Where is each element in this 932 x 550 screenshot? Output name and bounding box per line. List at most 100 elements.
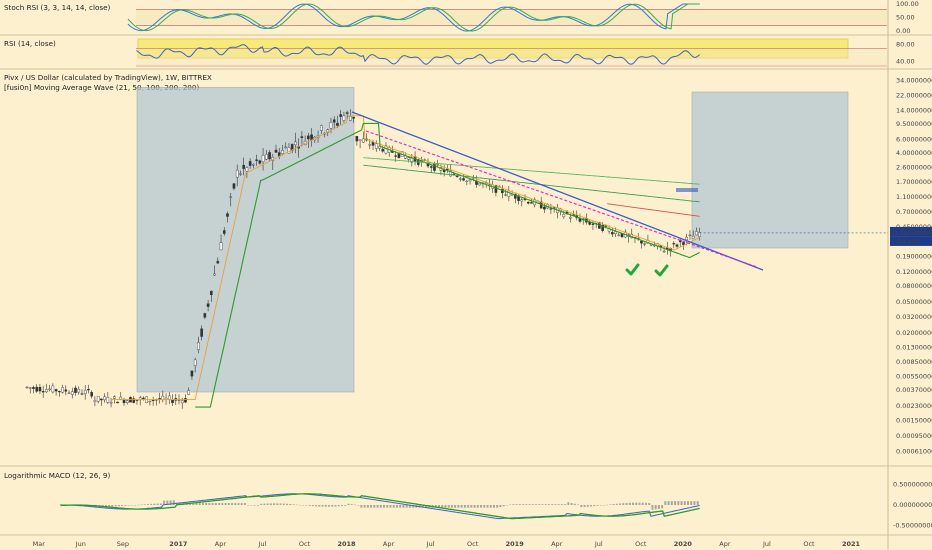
last-price-value: 0.38048999	[893, 229, 932, 237]
candle-up	[691, 236, 695, 239]
candle-up	[51, 385, 55, 393]
candle-up	[45, 389, 48, 393]
candle-up	[378, 145, 381, 149]
rsi-y-tick: 40.00	[896, 58, 915, 66]
stoch-rsi-title: Stoch RSI (3, 3, 14, 14, close)	[4, 3, 111, 12]
macd-histogram-bar	[657, 505, 660, 509]
candle-down	[210, 290, 213, 295]
candle-down	[300, 136, 304, 138]
candle-up	[329, 122, 333, 129]
time-axis-tick: Sep	[117, 540, 129, 548]
candle-up	[48, 388, 51, 391]
candle-up	[219, 242, 223, 251]
macd-histogram-bar	[405, 505, 408, 508]
candle-down	[255, 159, 258, 161]
macd-histogram-bar	[214, 503, 217, 505]
macd-histogram-bar	[114, 505, 117, 507]
candle-up	[235, 169, 239, 178]
candle-down	[332, 119, 336, 123]
macd-histogram-bar	[350, 504, 353, 505]
macd-histogram-bar	[282, 503, 285, 505]
macd-histogram-bar	[625, 502, 628, 505]
macd-histogram-bar	[188, 503, 191, 505]
macd-histogram-bar	[399, 505, 402, 508]
price-y-tick: 0.00150000	[896, 417, 932, 425]
candle-down	[462, 178, 465, 181]
time-axis-tick: Mar	[33, 540, 46, 548]
macd-histogram-bar	[412, 505, 415, 508]
candle-up	[465, 180, 469, 182]
time-axis-tick: Apr	[215, 540, 227, 548]
stoch-k-line	[127, 3, 700, 32]
candle-down	[307, 135, 310, 140]
candle-up	[229, 196, 233, 198]
time-axis-tick: 2018	[337, 540, 356, 548]
macd-histogram-bar	[211, 503, 214, 505]
macd-y-tick: 0.50000000	[893, 480, 932, 488]
macd-histogram-bar	[302, 505, 305, 506]
macd-histogram-bar	[169, 500, 172, 505]
macd-histogram-bar	[389, 505, 392, 508]
candle-down	[290, 143, 294, 151]
macd-histogram-bar	[402, 505, 405, 508]
macd-histogram-bar	[641, 502, 644, 505]
macd-histogram-bar	[589, 505, 592, 507]
macd-y-tick: 0.00000000	[893, 501, 932, 509]
macd-histogram-bar	[166, 500, 169, 505]
candle-up	[407, 157, 410, 160]
macd-histogram-bar	[654, 505, 657, 510]
stoch-y-tick: 0.00	[896, 27, 910, 35]
macd-histogram-bar	[483, 505, 486, 508]
candle-down	[74, 387, 77, 393]
candle-up	[568, 216, 572, 219]
macd-histogram-bar	[237, 503, 240, 505]
candle-up	[77, 388, 81, 393]
time-axis-tick: Jul	[762, 540, 771, 548]
macd-histogram-bar	[363, 505, 366, 508]
time-axis-tick: Jul	[258, 540, 267, 548]
price-y-tick: 0.00095000	[896, 432, 932, 440]
time-axis-tick: Jul	[594, 540, 603, 548]
descending-trendline-blue	[351, 111, 764, 271]
candle-up	[109, 401, 113, 404]
macd-histogram-bar	[370, 505, 373, 508]
candle-down	[41, 390, 45, 393]
candle-down	[345, 112, 349, 114]
macd-histogram-bar	[651, 505, 654, 510]
macd-histogram-bar	[580, 505, 583, 508]
macd-histogram-bar	[492, 505, 495, 508]
macd-histogram-bar	[447, 505, 450, 508]
ma-50-line	[195, 122, 700, 408]
candle-up	[70, 391, 74, 395]
macd-histogram-bar	[693, 501, 696, 505]
macd-histogram-bar	[176, 503, 179, 505]
macd-histogram-bar	[150, 503, 153, 505]
candle-up	[643, 243, 646, 245]
stoch-y-tick: 50.00	[896, 14, 915, 22]
candle-up	[180, 400, 184, 404]
macd-histogram-bar	[577, 504, 580, 505]
candle-down	[336, 122, 339, 126]
candle-down	[171, 399, 174, 403]
candle-up	[187, 390, 190, 395]
candle-down	[591, 223, 595, 225]
macd-histogram-bar	[205, 503, 208, 505]
candle-down	[151, 399, 155, 402]
checkmark-icon	[654, 264, 669, 277]
rsi-line	[136, 44, 701, 65]
macd-histogram-bar	[340, 505, 343, 507]
candle-down	[601, 224, 604, 231]
macd-histogram-bar	[195, 503, 198, 505]
macd-histogram-bar	[434, 505, 437, 508]
macd-histogram-bar	[353, 504, 356, 506]
candle-up	[319, 125, 323, 131]
macd-histogram-bar	[201, 503, 204, 505]
candle-up	[384, 145, 388, 154]
candle-up	[507, 190, 511, 197]
candle-up	[562, 214, 566, 218]
candle-up	[93, 400, 97, 402]
macd-histogram-bar	[489, 505, 492, 508]
time-axis-tick: Oct	[467, 540, 479, 548]
macd-histogram-bar	[159, 503, 162, 505]
